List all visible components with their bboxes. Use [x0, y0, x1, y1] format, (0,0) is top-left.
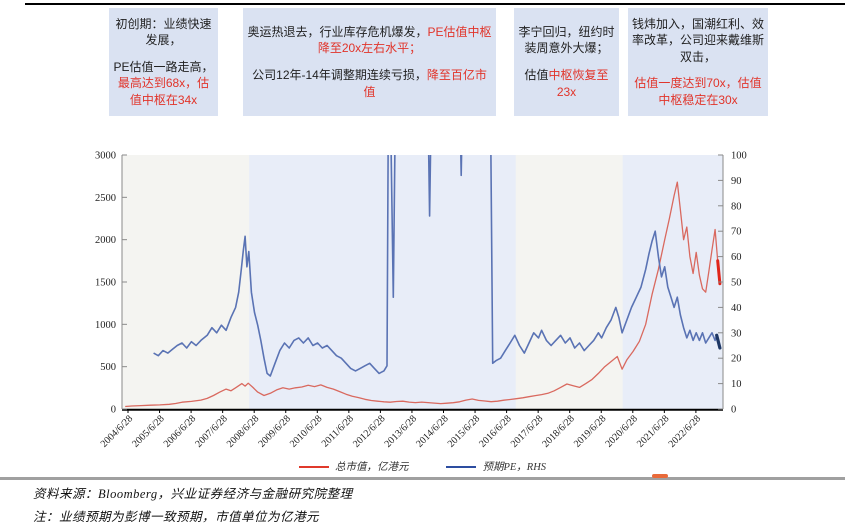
tick-label: 1000	[95, 320, 116, 331]
tick-label: 2014/6/28	[414, 413, 450, 449]
legend-label-market-cap: 总市值，亿港元	[334, 462, 409, 473]
tick-label: 100	[731, 151, 747, 162]
tick-label: 2500	[95, 193, 116, 204]
source-text: 资料来源：Bloomberg，兴业证券经济与金融研究院整理	[33, 487, 353, 501]
tick-label: 70	[731, 227, 742, 238]
annotation-paragraph: 估值一度达到70x，估值中枢稳定在30x	[634, 76, 762, 107]
shaded-period	[622, 155, 723, 409]
tick-label: 30	[731, 328, 742, 339]
annotation-paragraph: 估值中枢恢复至23x	[524, 68, 609, 99]
tick-label: 2019/6/28	[572, 413, 608, 449]
annotation-box-phase-lining-return: 李宁回归，纽约时装周意外大爆； 估值中枢恢复至23x	[514, 8, 619, 116]
shaded-period	[249, 155, 516, 409]
legend-item-forward-pe: 预期PE，RHS	[446, 459, 546, 474]
tick-label: 2011/6/28	[320, 413, 356, 449]
annotation-paragraph: 奥运热退去，行业库存危机爆发，PE估值中枢降至20x左右水平；	[247, 24, 492, 56]
annotation-paragraph: 公司12年-14年调整期连续亏损，降至百亿市值	[252, 68, 487, 99]
tick-label: 2016/6/28	[477, 413, 513, 449]
tick-label: 10	[731, 379, 742, 390]
annotation-paragraph: 李宁回归，纽约时装周意外大爆；	[518, 24, 615, 56]
tick-label: 2018/6/28	[540, 413, 576, 449]
tick-label: 50	[731, 278, 742, 289]
tick-label: 2010/6/28	[288, 413, 324, 449]
top-rule	[25, 3, 845, 5]
tick-label: 2017/6/28	[509, 413, 545, 449]
tick-label: 60	[731, 252, 742, 263]
tick-label: 1500	[95, 278, 116, 289]
legend-item-market-cap: 总市值，亿港元	[298, 459, 409, 474]
legend-label-forward-pe: 预期PE，RHS	[482, 462, 547, 473]
tick-label: 2021/6/28	[635, 413, 671, 449]
tick-label: 500	[100, 362, 116, 373]
series-0	[125, 181, 721, 408]
tick-label: 2012/6/28	[351, 413, 387, 449]
tick-label: 20	[731, 354, 742, 365]
annotation-box-phase-qianwei: 钱炜加入，国潮红利、效率改革，公司迎来戴维斯双击， 估值一度达到70x，估值中枢稳…	[628, 8, 768, 116]
chart-legend: 总市值，亿港元 预期PE，RHS	[0, 459, 845, 474]
tick-label: 2009/6/28	[256, 413, 292, 449]
legend-swatch-red-line	[298, 465, 329, 468]
tick-label: 2004/6/28	[99, 413, 135, 449]
annotation-box-phase-post-olympics: 奥运热退去，行业库存危机爆发，PE估值中枢降至20x左右水平； 公司12年-14年…	[243, 8, 496, 116]
tick-label: 2022/6/28	[667, 413, 703, 449]
tick-label: 2008/6/28	[225, 413, 261, 449]
tick-label: 40	[731, 303, 742, 314]
annotation-box-phase-startup: 初创期：业绩快速发展， PE估值一路走高，最高达到68x，估值中枢在34x	[109, 8, 218, 116]
series-1	[153, 155, 721, 377]
tick-label: 2007/6/28	[193, 413, 229, 449]
note-text-clipped: 注：业绩预期为彭博一致预期，市值单位为亿港元	[33, 510, 320, 524]
tick-label: 90	[731, 176, 742, 187]
tick-label: 2015/6/28	[446, 413, 482, 449]
tick-label: 0	[111, 405, 116, 416]
tick-label: 2005/6/28	[130, 413, 166, 449]
tick-label: 2013/6/28	[383, 413, 419, 449]
series-0-end-mark	[716, 259, 722, 286]
annotation-paragraph: PE估值一路走高，最高达到68x，估值中枢在34x	[113, 59, 214, 107]
annotation-paragraph: 初创期：业绩快速发展，	[115, 16, 212, 48]
legend-swatch-blue-line	[446, 465, 477, 468]
series-1-end-mark	[715, 333, 722, 350]
tick-label: 3000	[95, 151, 116, 162]
annotation-paragraph: 钱炜加入，国潮红利、效率改革，公司迎来戴维斯双击，	[632, 16, 765, 64]
tick-label: 2006/6/28	[162, 413, 198, 449]
footer-divider	[0, 477, 845, 480]
tick-label: 2000	[95, 235, 116, 246]
orange-stray-mark	[652, 474, 668, 478]
tick-label: 80	[731, 201, 742, 212]
tick-label: 0	[731, 405, 736, 416]
tick-label: 2020/6/28	[603, 413, 639, 449]
